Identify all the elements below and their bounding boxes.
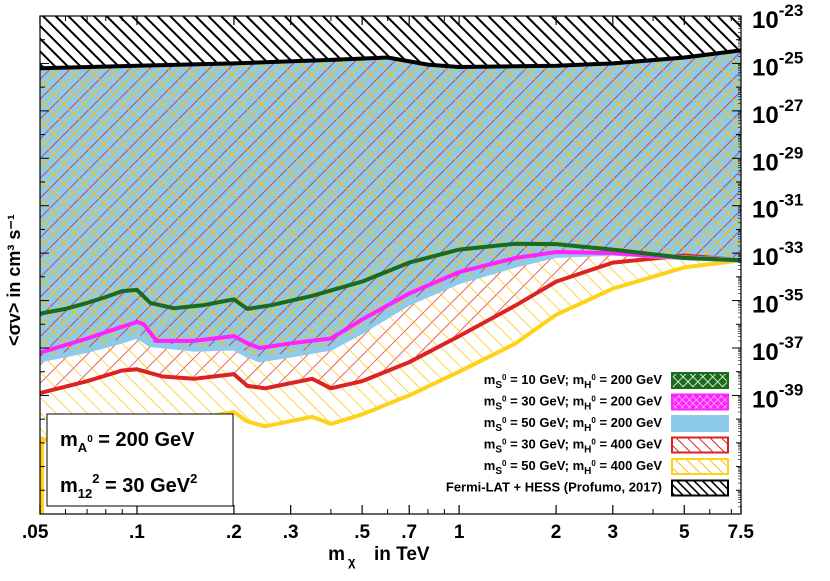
plot-area (40, 16, 741, 514)
series-curve-0 (40, 241, 741, 316)
legend-swatch-1 (671, 393, 729, 411)
y-tick-label: 10-39 (752, 380, 803, 413)
x-tick-label: .1 (129, 522, 145, 543)
y-tick-label: 10-37 (752, 333, 803, 366)
legend-label-5: Fermi-LAT + HESS (Profumo, 2017) (446, 480, 662, 495)
x-axis-label-main: m (328, 544, 345, 565)
x-tick-label: 5 (679, 522, 690, 543)
x-tick-label: 2 (551, 522, 562, 543)
x-tick-label: 7.5 (728, 522, 755, 543)
x-tick-label: .3 (283, 522, 299, 543)
allowed-region-fill-upper (40, 50, 741, 360)
x-axis: .05 .1 .2 .3 .5 .7 1 2 3 5 7.5 (22, 16, 754, 543)
legend-swatch-2 (671, 415, 729, 432)
x-tick-label: .05 (22, 522, 49, 543)
x-tick-label: .2 (226, 522, 242, 543)
series-curve-5 (40, 48, 741, 71)
x-axis-label-suffix: in TeV (374, 544, 430, 565)
legend-label-4: mS0 = 50 GeV; mH0 = 400 GeV (484, 458, 663, 477)
y-tick-label: 10-35 (752, 286, 803, 319)
y-tick-label: 10-23 (752, 1, 803, 34)
annotation-m12: m122 = 30 GeV2 (60, 471, 197, 501)
legend-label-3: mS0 = 30 GeV; mH0 = 400 GeV (484, 437, 663, 456)
plot-frame (39, 15, 742, 515)
series-curve-3 (40, 253, 741, 396)
legend-label-0: mS0 = 10 GeV; mH0 = 200 GeV (484, 372, 663, 391)
y-tick-label: 10-27 (752, 96, 803, 129)
legend-swatch-0 (671, 372, 729, 389)
x-axis-label-sub: χ (348, 554, 356, 569)
legend: mS0 = 10 GeV; mH0 = 200 GeV mS0 = 30 GeV;… (446, 372, 729, 497)
legend-swatch-3 (671, 436, 729, 454)
x-tick-label: 1 (454, 522, 465, 543)
annotation-box (46, 413, 234, 507)
x-tick-label: .7 (401, 522, 417, 543)
series-curve-2 (40, 250, 741, 363)
legend-swatch-4 (671, 458, 729, 475)
y-tick-label: 10-25 (752, 48, 803, 81)
parameter-annotation: mA0 = 200 GeV m122 = 30 GeV2 (46, 413, 234, 507)
exclusion-region-fill (40, 16, 741, 69)
x-tick-label: 3 (608, 522, 619, 543)
legend-swatch-5 (671, 479, 729, 497)
x-tick-label: .5 (354, 522, 370, 543)
region-fill-yellow (40, 255, 741, 446)
series-curve-1 (40, 250, 741, 355)
region-fills (40, 16, 741, 514)
y-tick-label: 10-29 (752, 143, 803, 176)
legend-label-2: mS0 = 50 GeV; mH0 = 200 GeV (484, 415, 663, 434)
y-axis-label: <σv> in cm³ s⁻¹ (4, 214, 24, 346)
y-axis: 10-23 10-25 10-27 10-29 10-31 10-33 10-35 10-37… (40, 1, 803, 515)
annotation-mA: mA0 = 200 GeV (60, 429, 195, 455)
region-fill-red (40, 253, 741, 394)
y-tick-label: 10-31 (752, 191, 803, 224)
y-tick-label: 10-33 (752, 238, 803, 271)
legend-label-1: mS0 = 30 GeV; mH0 = 200 GeV (484, 394, 663, 413)
